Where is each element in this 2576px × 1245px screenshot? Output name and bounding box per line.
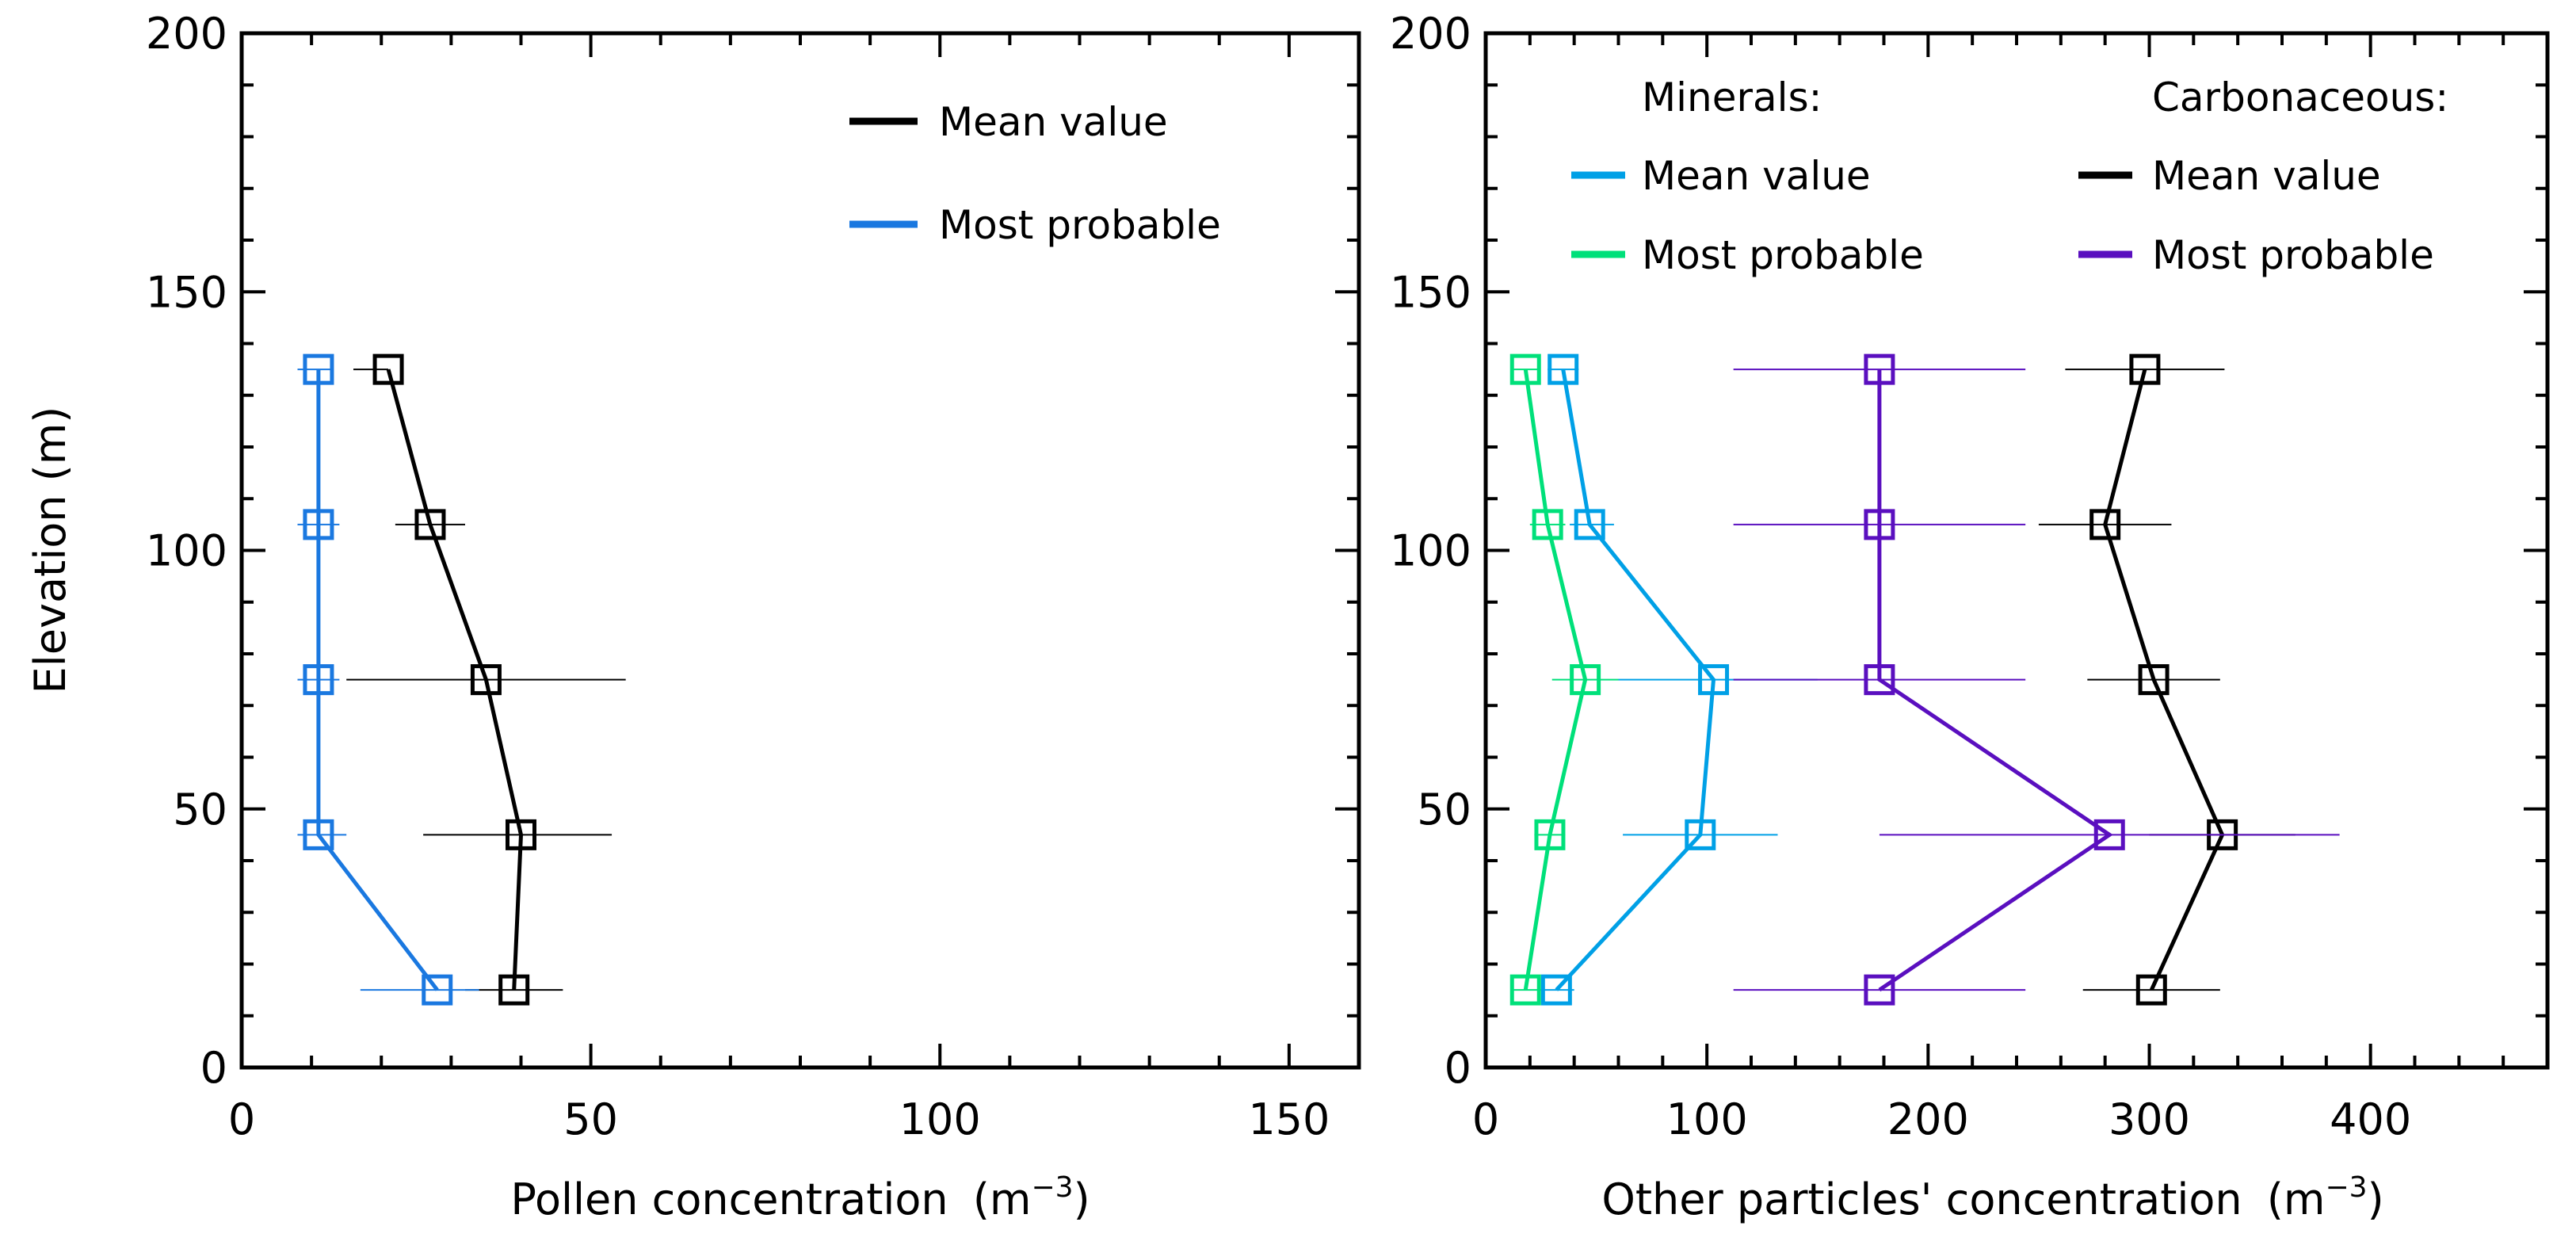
- x-axis-unit-close: ): [2368, 1174, 2384, 1224]
- data-point: [1864, 353, 1895, 385]
- series-line: [386, 369, 524, 991]
- x-tick-label: 50: [563, 1094, 618, 1144]
- series-line: [1523, 369, 1588, 991]
- y-tick-label: 150: [1390, 267, 1471, 317]
- legend: Mean value Most probable: [849, 99, 1221, 248]
- x-axis-title-text: Pollen concentration: [510, 1174, 948, 1224]
- other-particles-panel: 0 50 100 150 200 0 100 200 300 400 Minerals: Mean …: [1390, 9, 2550, 1224]
- data-point: [2089, 509, 2121, 540]
- data-point: [1864, 974, 1895, 1006]
- legend-label: Most probable: [1642, 232, 1924, 278]
- series-line: [1877, 369, 2113, 992]
- y-tick-label: 50: [1417, 785, 1471, 834]
- legend-label: Most probable: [2152, 232, 2434, 278]
- y-axis-title: Elevation (m): [25, 407, 75, 694]
- x-tick-label: 150: [1248, 1094, 1330, 1144]
- data-point: [303, 819, 334, 850]
- series-3: [1733, 353, 2340, 1006]
- data-point: [470, 664, 502, 696]
- y-tick-label: 0: [200, 1043, 227, 1093]
- x-axis-title-text: Other particles' concentration: [1601, 1174, 2242, 1224]
- y-tick-label: 0: [1444, 1043, 1471, 1093]
- legend-label: Mean value: [939, 99, 1168, 145]
- x-tick-label: 100: [1666, 1094, 1748, 1144]
- data-point: [1534, 819, 1566, 850]
- legend-group-title: Carbonaceous:: [2152, 74, 2448, 120]
- series-0: [346, 353, 626, 1006]
- data-point: [1509, 353, 1541, 385]
- axis-ticks: 0 50 100 150 200 0 50 100 150: [146, 9, 1361, 1144]
- legend-label: Mean value: [2152, 153, 2381, 199]
- data-point: [1685, 819, 1716, 850]
- legend-group-title: Minerals:: [1642, 74, 1822, 120]
- series-1: [297, 353, 479, 1006]
- x-axis-title: Pollen concentration (m−3): [510, 1171, 1090, 1224]
- x-tick-label: 300: [2109, 1094, 2190, 1144]
- data-point: [1698, 664, 1730, 696]
- x-tick-label: 200: [1887, 1094, 1969, 1144]
- data-point: [1574, 509, 1605, 540]
- series-1: [1509, 353, 1619, 1006]
- data-point: [1540, 974, 1572, 1006]
- axis-ticks: 0 50 100 150 200 0 100 200 300 400: [1390, 9, 2549, 1144]
- y-tick-label: 100: [1390, 526, 1471, 576]
- data-point: [1532, 509, 1563, 540]
- data-series: [297, 353, 626, 1006]
- data-point: [1509, 974, 1541, 1006]
- legend-label: Most probable: [939, 202, 1221, 248]
- data-point: [2135, 974, 2167, 1006]
- pollen-panel: 0 50 100 150 200 0 50 100 150 Mean value Most pro…: [25, 9, 1361, 1224]
- data-point: [303, 509, 334, 540]
- series-line: [2103, 369, 2225, 991]
- x-axis-unit: (m: [2267, 1174, 2326, 1224]
- data-point: [1570, 664, 1601, 696]
- y-tick-label: 100: [146, 526, 227, 576]
- x-tick-label: 400: [2330, 1094, 2411, 1144]
- data-series: [1509, 353, 2340, 1006]
- data-point: [303, 353, 334, 385]
- y-tick-label: 200: [1390, 9, 1471, 59]
- plot-frame: [239, 31, 1361, 1070]
- x-axis-unit-exponent: −3: [1031, 1171, 1073, 1204]
- x-axis-title: Other particles' concentration (m−3): [1601, 1171, 2383, 1224]
- x-axis-unit-exponent: −3: [2325, 1171, 2367, 1204]
- series-2: [2038, 353, 2296, 1006]
- data-point: [1548, 353, 1579, 385]
- data-point: [414, 509, 446, 540]
- series-line: [1555, 369, 1716, 991]
- y-tick-label: 150: [146, 267, 227, 317]
- data-point: [372, 353, 404, 385]
- x-tick-label: 0: [1472, 1094, 1499, 1144]
- x-axis-unit-close: ): [1074, 1174, 1090, 1224]
- data-point: [1864, 664, 1895, 696]
- series-line: [316, 369, 439, 991]
- y-tick-label: 50: [173, 785, 227, 834]
- data-point: [2138, 664, 2170, 696]
- legend: Minerals: Mean value Most probable Carbonac…: [1571, 74, 2448, 278]
- x-tick-label: 0: [228, 1094, 255, 1144]
- data-point: [422, 974, 453, 1006]
- data-point: [1864, 509, 1895, 540]
- data-point: [2093, 819, 2125, 850]
- data-point: [498, 974, 530, 1006]
- x-tick-label: 100: [899, 1094, 981, 1144]
- data-point: [303, 664, 334, 696]
- data-point: [2129, 353, 2161, 385]
- x-axis-unit: (m: [973, 1174, 1032, 1224]
- legend-label: Mean value: [1642, 153, 1871, 199]
- y-tick-label: 200: [146, 9, 227, 59]
- data-point: [506, 819, 536, 850]
